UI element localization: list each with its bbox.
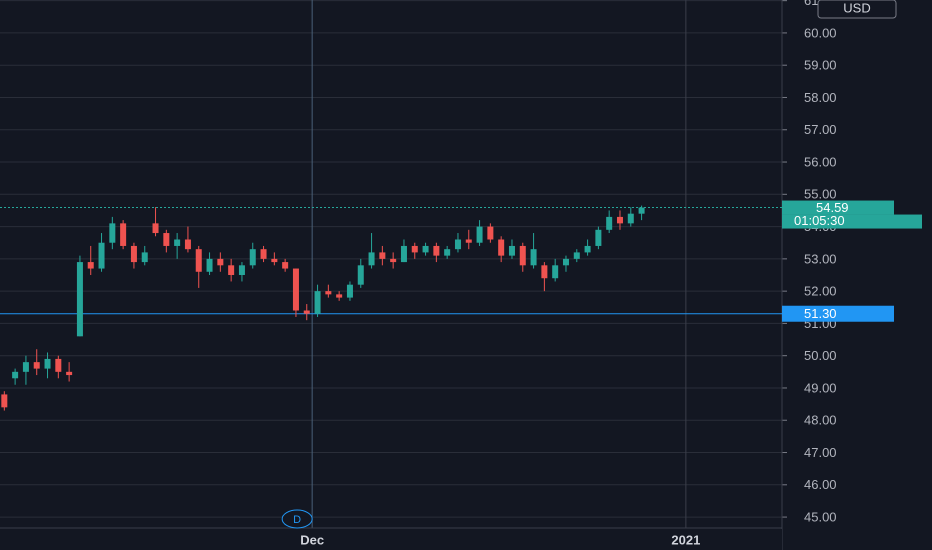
countdown-label: 01:05:30 [794, 213, 845, 228]
candle-body [638, 207, 645, 214]
candle-body [336, 294, 343, 298]
candle-body [314, 291, 321, 314]
candle-body [530, 249, 537, 266]
y-tick-label: 59.00 [804, 58, 837, 73]
candle-body [541, 265, 548, 279]
candle-body [292, 268, 299, 311]
candle-body [163, 233, 170, 246]
candle-body [498, 239, 505, 256]
candle-body [379, 252, 386, 259]
candle-body [98, 242, 105, 269]
candle-body [476, 226, 483, 243]
time-axis-bg [0, 529, 782, 550]
candle-body [195, 249, 202, 272]
candle-body [249, 249, 256, 266]
candle-body [109, 223, 116, 243]
candle-body [562, 258, 569, 266]
candle-body [22, 362, 29, 372]
candle-body [454, 239, 461, 250]
last-price-label: 54.59 [816, 200, 849, 215]
y-tick-label: 55.00 [804, 187, 837, 202]
candle-body [616, 216, 623, 224]
candle-body [584, 245, 591, 253]
y-tick-label: 52.00 [804, 284, 837, 299]
candle-body [368, 252, 375, 266]
candle-body [595, 229, 602, 246]
candle-body [12, 371, 19, 379]
y-tick-label: 60.00 [804, 25, 837, 40]
x-tick-label: 2021 [671, 532, 700, 547]
interval-marker[interactable] [281, 509, 313, 529]
candle-body [55, 358, 62, 372]
candle-body [1, 394, 8, 408]
hline-label: 51.30 [804, 306, 837, 321]
candle-body [44, 358, 51, 369]
candle-body [87, 262, 94, 269]
countdown-box [782, 214, 922, 229]
candle-body [487, 226, 494, 240]
currency-label: USD [843, 0, 870, 15]
candle-body [390, 258, 397, 263]
y-tick-label: 45.00 [804, 510, 837, 525]
candle-body [271, 258, 278, 263]
candle-body [120, 223, 127, 246]
candle-body [217, 258, 224, 266]
candle-body [444, 249, 451, 256]
candle-body [238, 265, 245, 275]
candle-body [552, 265, 559, 279]
y-tick-label: 57.00 [804, 122, 837, 137]
candle-body [400, 245, 407, 263]
candle-body [184, 239, 191, 250]
candle-body [411, 245, 418, 253]
candle-body [174, 239, 181, 246]
y-tick-label: 49.00 [804, 380, 837, 395]
candle-body [357, 265, 364, 285]
candle-body [76, 262, 83, 337]
candle-body [325, 291, 332, 295]
y-tick-label: 48.00 [804, 413, 837, 428]
candle-body [627, 213, 634, 224]
candle-body [519, 245, 526, 266]
candle-body [141, 252, 148, 263]
y-tick-label: 50.00 [804, 348, 837, 363]
candle-body [66, 371, 73, 376]
candle-body [508, 245, 515, 256]
candle-body [260, 249, 267, 259]
x-tick-label: Dec [300, 532, 324, 547]
candle-body [465, 239, 472, 243]
candle-body [422, 245, 429, 253]
candle-body [152, 223, 159, 234]
y-tick-label: 47.00 [804, 445, 837, 460]
candle-body [303, 310, 310, 314]
candle-body [33, 362, 40, 369]
last-price-box [782, 200, 894, 215]
y-tick-label: 58.00 [804, 90, 837, 105]
y-tick-label: 56.00 [804, 154, 837, 169]
y-tick-label: 46.00 [804, 477, 837, 492]
candle-body [573, 252, 580, 259]
interval-label[interactable]: D [293, 514, 301, 526]
candle-body [206, 258, 213, 272]
candle-body [346, 284, 353, 298]
candle-body [130, 245, 137, 263]
candle-body [606, 216, 613, 230]
currency-box [817, 0, 897, 19]
candle-body [228, 265, 235, 275]
candle-body [433, 245, 440, 256]
hline-label-box [782, 305, 894, 322]
y-tick-label: 53.00 [804, 251, 837, 266]
candle-body [282, 262, 289, 269]
